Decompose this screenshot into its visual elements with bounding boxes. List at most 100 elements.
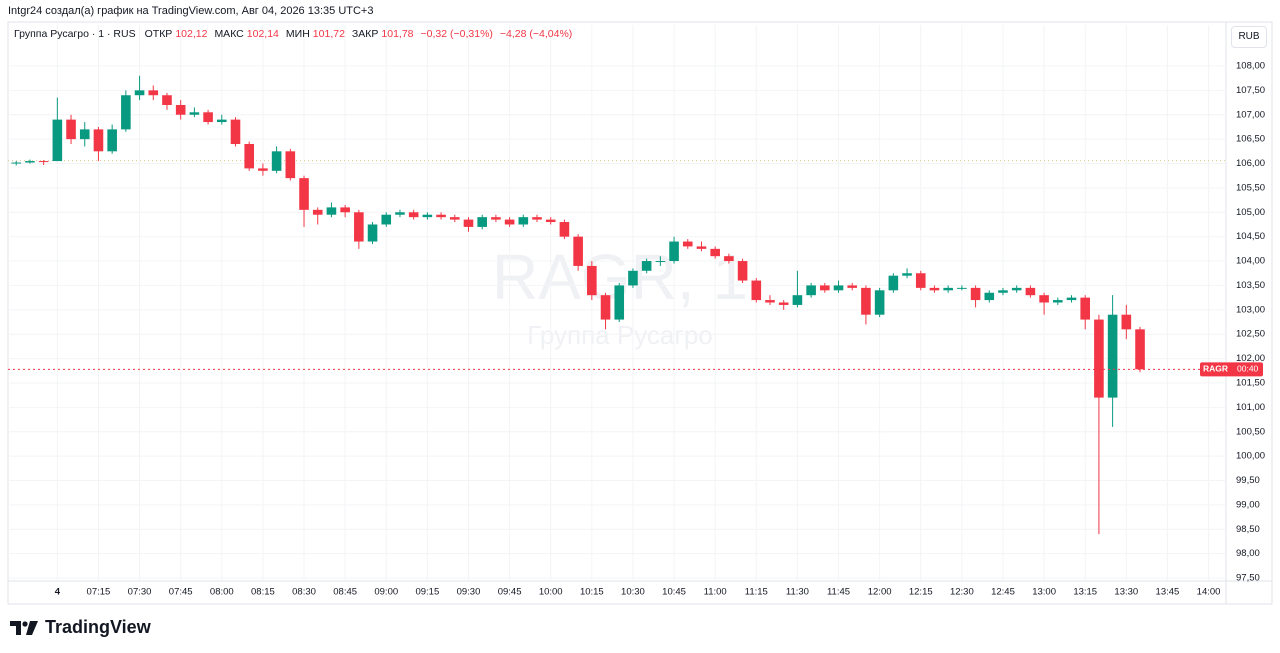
candle-body (833, 285, 844, 291)
candle-body (408, 212, 419, 218)
y-tick-label: 103,00 (1236, 304, 1265, 315)
y-tick-label: 104,00 (1236, 256, 1265, 267)
candle-body (915, 273, 926, 288)
candle-body (737, 261, 748, 281)
candle-body (11, 162, 22, 164)
candle-body (491, 217, 501, 220)
candle-body (258, 168, 268, 171)
candle-body (984, 292, 995, 301)
candle-body (1107, 314, 1118, 398)
candle-body (710, 248, 720, 257)
y-tick-label: 100,00 (1236, 451, 1265, 462)
candle-body (299, 178, 309, 210)
candle-body (381, 214, 392, 225)
candle-body (751, 280, 762, 301)
candle-body (463, 219, 474, 227)
candle-body (504, 219, 515, 225)
candle-body (559, 222, 570, 237)
candle-body (367, 224, 378, 242)
x-tick-label: 08:45 (333, 587, 357, 598)
x-tick-label: 10:30 (621, 587, 645, 598)
x-tick-label: 07:30 (128, 587, 152, 598)
x-tick-label: 13:30 (1114, 587, 1138, 598)
close-label: ЗАКР (351, 28, 379, 40)
y-tick-label: 106,00 (1236, 158, 1265, 169)
candle-body (957, 287, 967, 289)
candle-body (38, 161, 49, 163)
candle-body (628, 270, 638, 286)
x-tick-label: 12:00 (868, 587, 892, 598)
candle-body (244, 144, 255, 169)
x-tick-label: 08:15 (251, 587, 275, 598)
candle-body (778, 302, 789, 305)
y-tick-label: 98,00 (1236, 548, 1260, 559)
candle-body (518, 217, 529, 225)
candle-body (1053, 300, 1063, 303)
candle-body (1080, 297, 1091, 320)
candle-body (998, 290, 1008, 293)
symbol: Группа Русагро · 1 · RUS (14, 28, 136, 40)
candle-body (340, 207, 350, 213)
candle-body (189, 112, 200, 115)
y-tick-label: 101,50 (1236, 377, 1265, 388)
candle-body (655, 261, 666, 263)
x-tick-label: 13:00 (1032, 587, 1056, 598)
candle-body (175, 104, 186, 115)
y-tick-label: 103,50 (1236, 280, 1265, 291)
x-tick-label: 10:15 (580, 587, 604, 598)
low: 101,72 (312, 28, 345, 40)
x-tick-label: 10:45 (662, 587, 686, 598)
currency-button[interactable]: RUB (1231, 26, 1267, 48)
y-tick-label: 99,50 (1236, 475, 1260, 486)
x-tick-label: 13:45 (1156, 587, 1180, 598)
candle-body (230, 119, 241, 145)
y-tick-label: 107,00 (1236, 109, 1265, 120)
x-tick-label: 08:30 (292, 587, 316, 598)
x-tick-label: 13:15 (1073, 587, 1097, 598)
candle-body (148, 90, 159, 96)
close: 101,78 (381, 28, 414, 40)
candle-body (354, 212, 364, 242)
candle-body (943, 287, 953, 291)
y-tick-label: 105,50 (1236, 182, 1265, 193)
y-tick-label: 97,50 (1236, 573, 1260, 584)
x-tick-label: 11:45 (827, 587, 850, 598)
candle-body (929, 287, 940, 291)
candle-body (52, 119, 63, 162)
candle-body (121, 95, 131, 130)
price-label-ticker: RAGR (1203, 364, 1228, 374)
legend: Группа Русагро · 1 · RUS ОТКР 102,12 МАКС… (14, 28, 576, 40)
candle-body (545, 219, 556, 223)
x-tick-label: 10:00 (539, 587, 563, 598)
open: 102,12 (175, 28, 208, 40)
x-tick-label: 09:30 (457, 587, 481, 598)
candle-body (79, 129, 90, 140)
y-tick-label: 102,50 (1236, 329, 1265, 340)
candle-body (724, 256, 734, 262)
x-tick-label: 09:45 (498, 587, 522, 598)
x-tick-label: 08:00 (210, 587, 234, 598)
watermark-name: Группа Русагро (527, 320, 713, 350)
x-tick-label: 07:15 (87, 587, 111, 598)
logo-icon (10, 620, 38, 635)
header: Intgr24 создал(а) график на TradingView.… (8, 5, 374, 17)
candle-body (1094, 319, 1104, 398)
candle-body (203, 112, 213, 123)
candle-body (888, 275, 899, 291)
candle-body (600, 295, 611, 320)
price-label-box (1200, 362, 1263, 377)
candle-body (669, 241, 679, 262)
candle-body (874, 290, 885, 315)
candle-body (970, 287, 981, 301)
y-tick-label: 102,00 (1236, 353, 1265, 364)
candle-body (312, 209, 323, 215)
x-tick-label: 11:15 (745, 587, 768, 598)
candle-body (436, 214, 446, 218)
candle-body (1121, 314, 1132, 330)
candle-body (1011, 287, 1022, 291)
candle-body (861, 287, 871, 315)
y-tick-label: 101,00 (1236, 402, 1265, 413)
candle-body (682, 241, 693, 247)
